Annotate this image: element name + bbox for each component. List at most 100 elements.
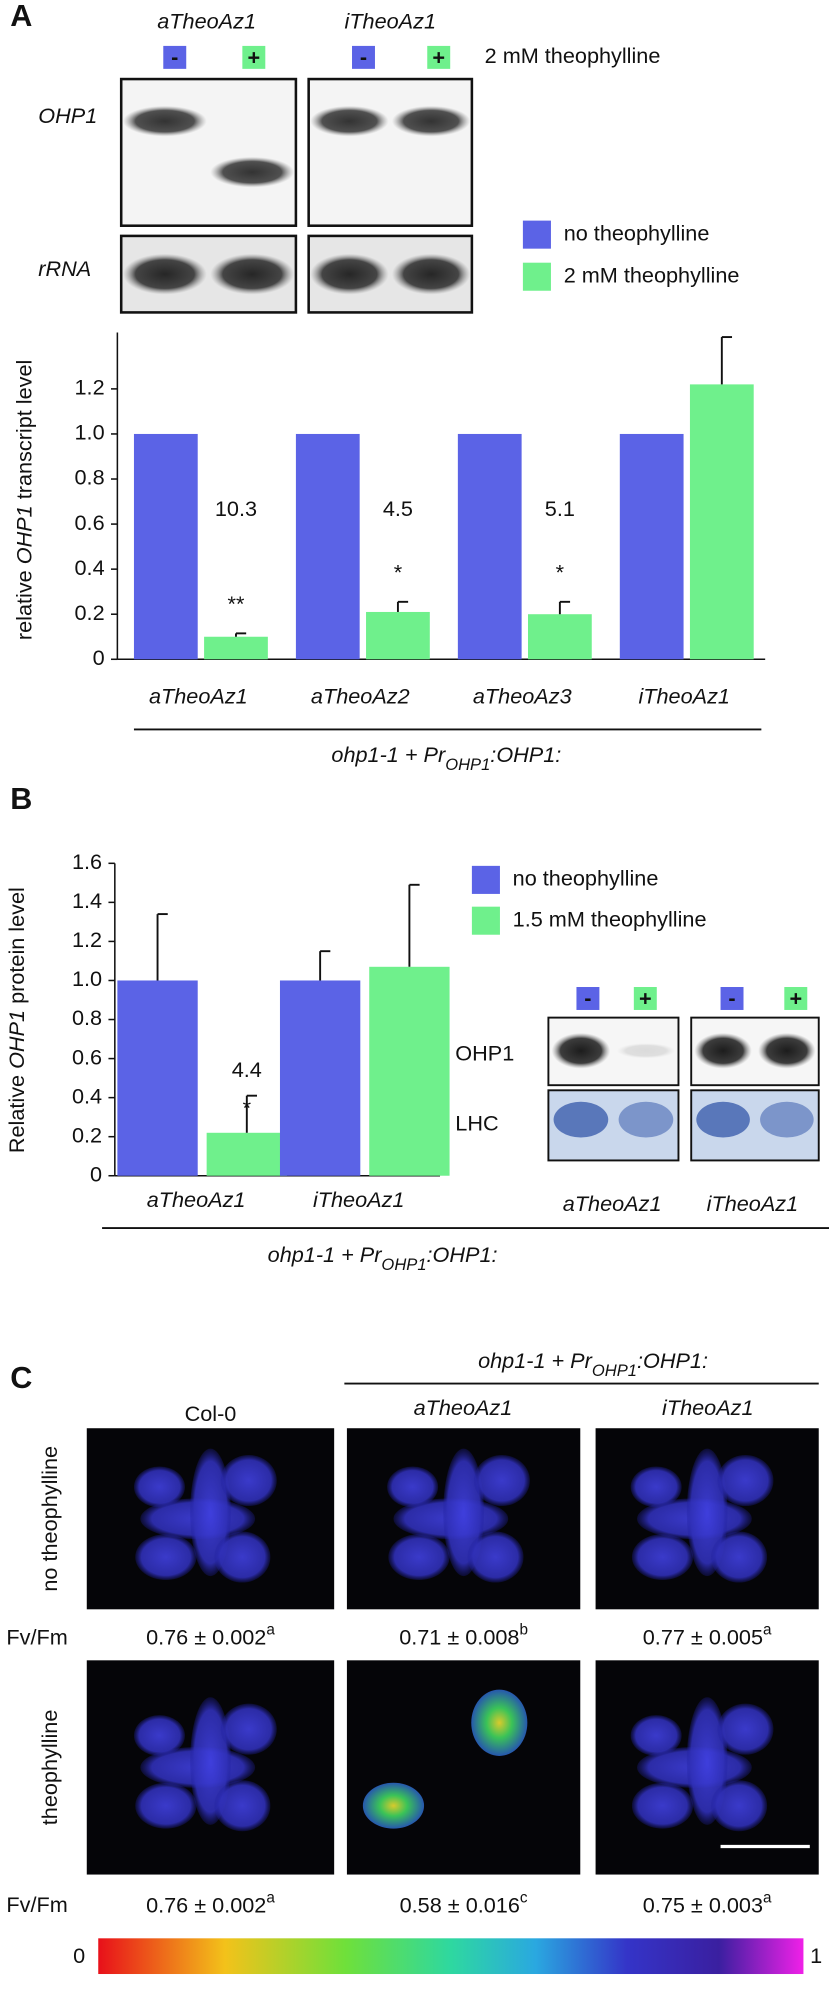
- value: 0.58 ± 0.016: [400, 1892, 520, 1917]
- label-part: ohp1-1 + Pr: [268, 1242, 383, 1267]
- y-tick-label: 1.2: [72, 927, 102, 952]
- sign: -: [728, 985, 735, 1010]
- genotype-header: ohp1-1 + PrOHP1:OHP1:: [478, 1348, 708, 1380]
- sign: -: [584, 985, 591, 1010]
- significance: *: [394, 559, 403, 584]
- y-tick-label: 0.2: [72, 1122, 102, 1147]
- significance: **: [228, 591, 245, 616]
- label-part: :OHP1:: [427, 1242, 498, 1267]
- sign-box: [242, 45, 266, 69]
- panel-label: A: [10, 0, 32, 33]
- bar: [204, 636, 268, 660]
- fluorescence-image: [346, 1660, 581, 1875]
- leaf: [473, 1455, 530, 1507]
- bar: [619, 433, 684, 660]
- bar: [133, 433, 198, 660]
- label-part: ohp1-1 + Pr: [478, 1348, 593, 1373]
- label-part: :OHP1:: [637, 1348, 708, 1373]
- treatment-label: 2 mM theophylline: [485, 43, 661, 68]
- letter: c: [520, 1889, 528, 1906]
- y-tick-label: 0.8: [75, 465, 105, 490]
- blot-band: [618, 1101, 674, 1138]
- bar: [279, 980, 361, 1176]
- blot-band: [310, 105, 389, 137]
- leaf: [220, 1703, 277, 1755]
- y-tick-label: 0: [93, 645, 105, 670]
- letter: a: [266, 1621, 275, 1638]
- label-part: OHP1: [4, 1010, 29, 1069]
- blot-line: aTheoAz1: [157, 9, 256, 34]
- fv-fm-value: 0.76 ± 0.002a: [146, 1889, 275, 1917]
- y-axis-label: relative OHP1 transcript level: [11, 360, 36, 640]
- blot-line: iTheoAz1: [707, 1191, 799, 1216]
- y-tick-label: 0.6: [75, 510, 105, 535]
- significance: *: [243, 1095, 252, 1120]
- row-label: theophylline: [37, 1710, 62, 1826]
- y-tick-label: 0.8: [72, 1005, 102, 1030]
- letter: a: [763, 1889, 772, 1906]
- blot-band: [551, 1032, 611, 1069]
- fv-fm-value: 0.75 ± 0.003a: [643, 1889, 772, 1917]
- y-tick-label: 1.2: [75, 375, 105, 400]
- colorbar: [98, 1938, 804, 1975]
- leaf: [362, 1782, 425, 1829]
- leaf: [135, 1534, 197, 1580]
- sign-box: [784, 987, 808, 1010]
- sign: -: [171, 44, 178, 69]
- x-tick-label: aTheoAz2: [311, 683, 410, 708]
- fold-change: 5.1: [545, 496, 575, 521]
- leaf: [214, 1531, 271, 1583]
- bar: [295, 433, 360, 660]
- panel-label: B: [10, 782, 32, 816]
- sign: +: [789, 985, 802, 1010]
- legend-label: 2 mM theophylline: [564, 262, 740, 287]
- fold-change: 4.5: [383, 496, 413, 521]
- sign: +: [247, 44, 260, 69]
- label-part: relative: [11, 564, 36, 640]
- x-tick-label: iTheoAz1: [638, 683, 730, 708]
- y-tick-label: 1.0: [72, 966, 102, 991]
- blot-band: [122, 105, 207, 137]
- leaf: [220, 1455, 277, 1507]
- leaf: [630, 1466, 682, 1508]
- y-tick-label: 0.2: [75, 600, 105, 625]
- blot-row: OHP1: [38, 103, 97, 128]
- y-tick-label: 0.6: [72, 1044, 102, 1069]
- bar: [366, 611, 430, 660]
- column-label: iTheoAz1: [662, 1395, 754, 1420]
- fv-fm-value: 0.71 ± 0.008b: [399, 1621, 528, 1649]
- bar: [206, 1132, 287, 1176]
- bar: [689, 384, 754, 660]
- label-part: transcript level: [11, 360, 36, 506]
- letter: b: [519, 1621, 528, 1638]
- bar: [527, 614, 592, 660]
- leaf: [387, 1466, 439, 1508]
- y-axis-label: Relative OHP1 protein level: [4, 887, 29, 1153]
- leaf: [133, 1466, 185, 1508]
- leaf: [710, 1780, 768, 1832]
- sign-box: [720, 987, 744, 1010]
- leaf: [630, 1715, 682, 1756]
- x-axis-label: ohp1-1 + PrOHP1:OHP1:: [268, 1242, 498, 1274]
- legend-label: 1.5 mM theophylline: [513, 906, 707, 931]
- value: 0.76 ± 0.002: [146, 1624, 266, 1649]
- blot-band: [616, 1043, 676, 1059]
- label-part: Relative: [4, 1069, 29, 1153]
- blot-box: [119, 77, 298, 227]
- sign-box: [352, 45, 375, 69]
- label-sub: OHP1: [381, 1255, 426, 1274]
- label-part: ohp1-1 + Pr: [331, 742, 446, 767]
- y-tick-label: 0: [90, 1161, 102, 1186]
- colorbar-label: 1: [810, 1943, 822, 1968]
- leaf: [710, 1531, 768, 1583]
- sign-box: [427, 45, 451, 69]
- blot-band: [391, 253, 471, 295]
- column-label: aTheoAz1: [414, 1395, 513, 1420]
- blot-band: [210, 156, 295, 188]
- leaf: [631, 1782, 694, 1829]
- leaf: [717, 1703, 774, 1755]
- blot-band: [210, 253, 295, 295]
- blot-box: [307, 77, 474, 227]
- label-part: OHP1: [11, 505, 36, 564]
